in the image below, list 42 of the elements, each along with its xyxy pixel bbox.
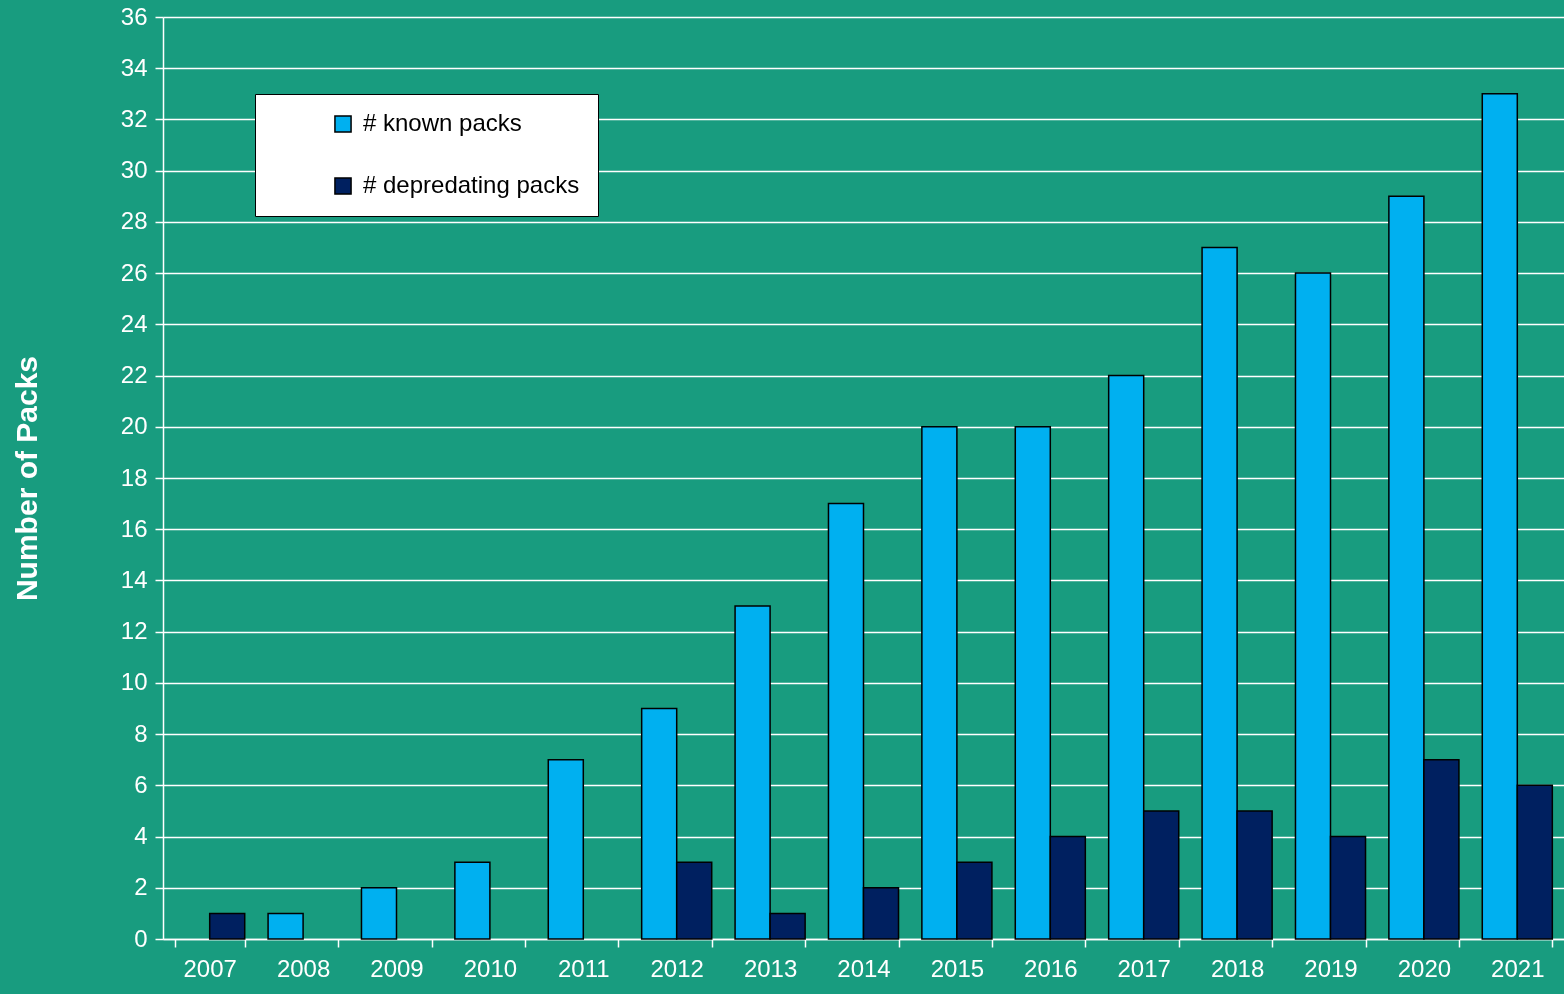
legend-label: # known packs [363, 109, 522, 136]
legend-label: # depredating packs [363, 171, 580, 198]
y-tick-label: 34 [120, 53, 148, 81]
y-tick-label: 20 [120, 412, 148, 440]
y-tick-label: 12 [120, 617, 148, 645]
x-tick-label: 2014 [837, 954, 891, 982]
y-tick-label: 10 [120, 668, 148, 696]
x-tick-label: 2016 [1024, 954, 1078, 982]
y-axis-title: Number of Packs [9, 355, 43, 602]
y-tick-label: 18 [120, 463, 148, 491]
y-tick-label: 2 [134, 873, 148, 901]
y-tick-label: 32 [120, 104, 148, 132]
y-tick-label: 22 [120, 361, 148, 389]
y-tick-label: 36 [120, 2, 148, 30]
x-tick-label: 2021 [1491, 954, 1545, 982]
x-tick-label: 2019 [1304, 954, 1358, 982]
x-tick-label: 2013 [743, 954, 798, 982]
bar [360, 887, 398, 940]
x-tick-label: 2012 [650, 954, 704, 982]
x-tick-label: 2007 [183, 954, 237, 982]
bar [547, 758, 585, 940]
bar [454, 861, 491, 940]
x-tick-label: 2015 [930, 954, 985, 982]
y-tick-label: 24 [120, 309, 148, 337]
y-tick-label: 14 [120, 565, 148, 593]
y-tick-label: 16 [120, 514, 148, 542]
y-tick-label: 0 [134, 924, 148, 952]
y-tick-label: 28 [120, 207, 148, 235]
y-tick-label: 6 [134, 770, 148, 798]
y-tick-label: 30 [120, 156, 148, 184]
x-tick-label: 2018 [1210, 954, 1265, 982]
y-tick-label: 26 [120, 258, 148, 286]
bar [208, 912, 246, 940]
x-tick-label: 2017 [1117, 954, 1171, 982]
x-tick-label: 2009 [370, 954, 424, 982]
y-tick-label: 4 [134, 822, 148, 850]
x-tick-label: 2008 [276, 954, 331, 982]
x-tick-label: 2010 [463, 954, 518, 982]
x-tick-label: 2020 [1397, 954, 1452, 982]
bar [267, 912, 304, 940]
x-tick-label: 2011 [558, 954, 610, 982]
y-tick-label: 8 [134, 719, 148, 747]
